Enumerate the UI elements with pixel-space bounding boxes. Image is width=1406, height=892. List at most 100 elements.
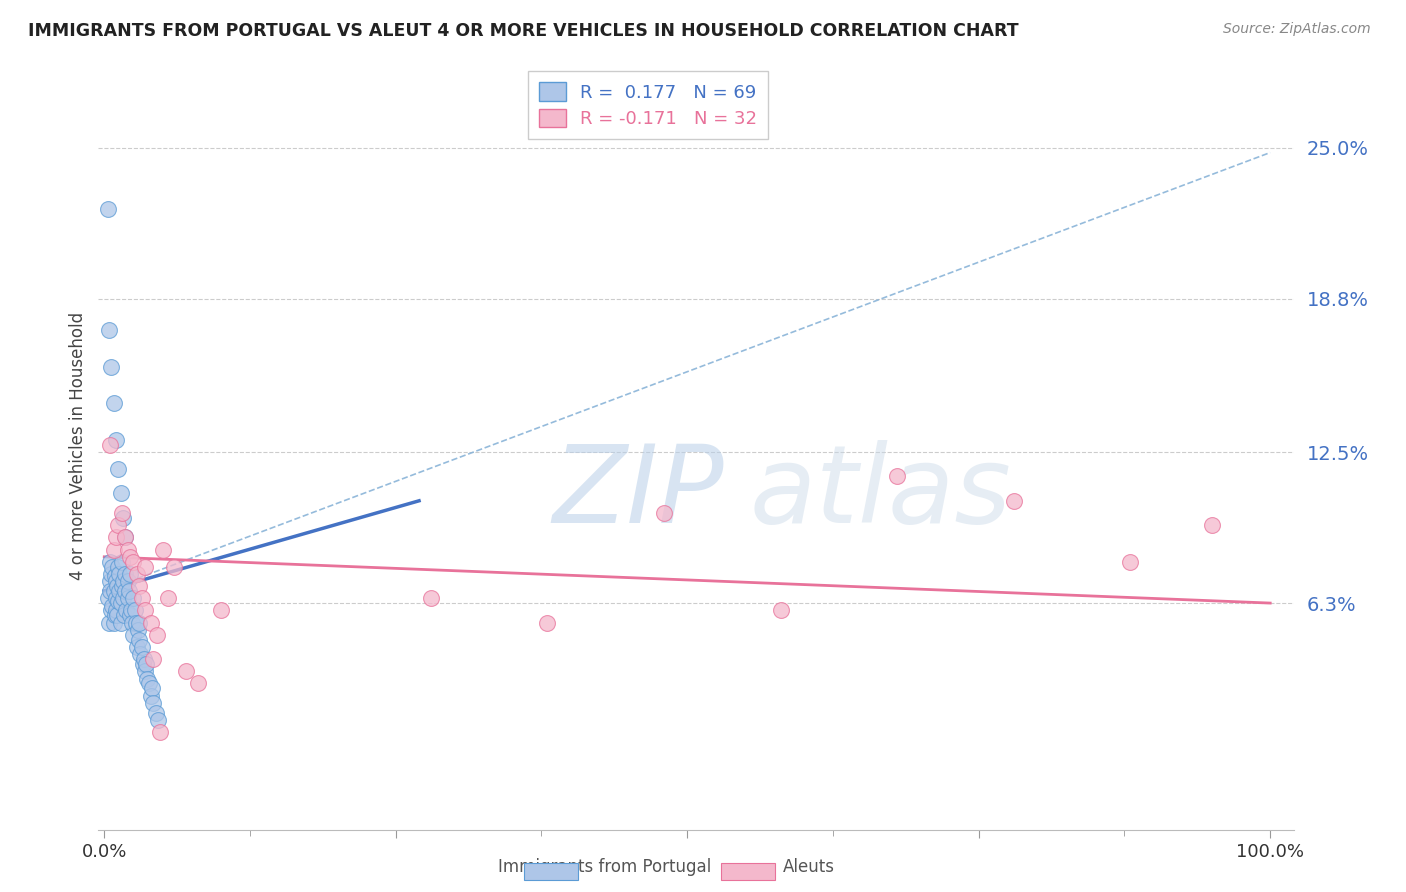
Point <box>98 555 121 569</box>
Point <box>129 647 152 661</box>
Point <box>104 530 127 544</box>
Point <box>111 506 134 520</box>
Point <box>104 433 127 447</box>
Point <box>104 603 127 617</box>
Point <box>118 549 141 564</box>
Point <box>112 608 135 623</box>
Point <box>103 542 125 557</box>
Point <box>886 469 908 483</box>
Point <box>209 603 232 617</box>
Point <box>110 486 132 500</box>
Point <box>120 603 142 617</box>
Point <box>110 615 132 630</box>
Point <box>136 672 159 686</box>
Point <box>163 559 186 574</box>
Point <box>107 593 129 607</box>
Text: Immigrants from Portugal: Immigrants from Portugal <box>498 858 711 876</box>
Point <box>128 615 150 630</box>
Point <box>145 706 167 720</box>
Point <box>118 583 141 598</box>
Point <box>100 603 122 617</box>
Point <box>111 555 134 569</box>
Point <box>142 696 165 710</box>
Point <box>125 640 148 654</box>
Point <box>115 603 138 617</box>
Point <box>652 506 675 520</box>
Point <box>117 591 139 606</box>
Point <box>114 583 136 598</box>
Point <box>111 579 134 593</box>
Point <box>131 640 153 654</box>
Point <box>139 615 162 630</box>
Point <box>107 518 129 533</box>
Point <box>142 652 165 666</box>
Point <box>1201 518 1223 533</box>
Point <box>117 542 139 557</box>
Point <box>1119 555 1142 569</box>
Point <box>103 615 125 630</box>
Point <box>100 359 122 374</box>
Point <box>107 559 129 574</box>
Point <box>132 652 155 666</box>
Point <box>118 608 141 623</box>
Text: atlas: atlas <box>749 440 1012 544</box>
Text: Source: ZipAtlas.com: Source: ZipAtlas.com <box>1223 22 1371 37</box>
Point <box>141 681 163 696</box>
Point <box>98 583 121 598</box>
Point <box>134 603 156 617</box>
Point <box>125 615 148 630</box>
Point <box>122 591 145 606</box>
Point <box>157 591 180 606</box>
Point <box>1002 493 1025 508</box>
Point <box>135 657 157 671</box>
Point <box>97 615 120 630</box>
Point <box>536 615 558 630</box>
Point <box>108 583 131 598</box>
Y-axis label: 4 or more Vehicles in Household: 4 or more Vehicles in Household <box>69 312 87 580</box>
Point <box>97 323 120 337</box>
Point <box>101 599 124 613</box>
Point <box>114 530 136 544</box>
Point <box>111 574 134 589</box>
Point <box>122 555 145 569</box>
Point <box>134 559 156 574</box>
Point <box>110 596 132 610</box>
Point <box>104 608 127 623</box>
Point <box>104 569 127 583</box>
Point <box>97 591 120 606</box>
Point <box>186 676 208 690</box>
Text: ZIP: ZIP <box>553 440 724 544</box>
Point <box>174 665 197 679</box>
Point <box>122 628 145 642</box>
Point <box>152 542 174 557</box>
Point <box>134 665 156 679</box>
Point <box>105 579 128 593</box>
Point <box>103 396 125 410</box>
Point <box>128 579 150 593</box>
Point <box>111 511 134 525</box>
Point <box>124 603 146 617</box>
Point <box>125 566 148 581</box>
Point <box>128 632 150 647</box>
Point <box>98 438 121 452</box>
Point <box>118 566 141 581</box>
Point <box>769 603 792 617</box>
Legend: R =  0.177   N = 69, R = -0.171   N = 32: R = 0.177 N = 69, R = -0.171 N = 32 <box>529 71 768 139</box>
Point <box>114 530 136 544</box>
Point <box>131 591 153 606</box>
Point <box>97 202 120 216</box>
Point <box>107 462 129 476</box>
Point <box>121 615 143 630</box>
Point <box>127 623 149 637</box>
Point <box>100 566 122 581</box>
Point <box>108 566 131 581</box>
Point <box>103 583 125 598</box>
Point <box>114 566 136 581</box>
Point <box>145 628 167 642</box>
Point <box>149 725 172 739</box>
Point <box>139 689 162 703</box>
Point <box>104 574 127 589</box>
Point <box>117 574 139 589</box>
Point <box>132 657 155 671</box>
Point <box>146 713 169 727</box>
